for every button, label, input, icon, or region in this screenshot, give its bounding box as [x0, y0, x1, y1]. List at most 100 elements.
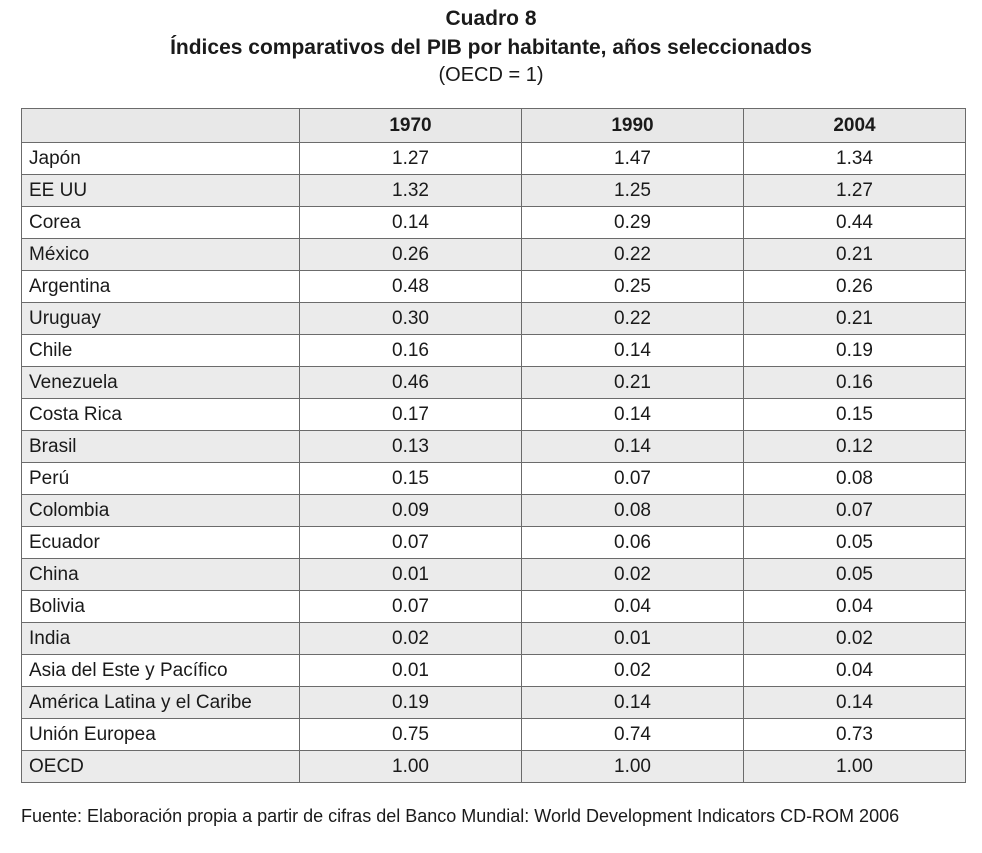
value-1970-cell: 0.07 — [299, 526, 522, 559]
value-1990-cell: 0.02 — [521, 654, 744, 687]
country-cell: Uruguay — [21, 302, 300, 335]
value-2004-cell: 0.12 — [743, 430, 966, 463]
header-1990: 1990 — [521, 108, 744, 143]
header-row: 1970 1990 2004 — [21, 108, 966, 143]
value-1970-cell: 0.46 — [299, 366, 522, 399]
table-row: Costa Rica 0.17 0.14 0.15 — [21, 398, 966, 431]
table-row: Brasil 0.13 0.14 0.12 — [21, 430, 966, 463]
value-1990-cell: 1.25 — [521, 174, 744, 207]
value-2004-cell: 0.73 — [743, 718, 966, 751]
value-2004-cell: 0.05 — [743, 526, 966, 559]
value-2004-cell: 0.19 — [743, 334, 966, 367]
value-1970-cell: 0.14 — [299, 206, 522, 239]
value-2004-cell: 0.14 — [743, 686, 966, 719]
table-row: América Latina y el Caribe 0.19 0.14 0.14 — [21, 686, 966, 719]
table-body: Japón 1.27 1.47 1.34 EE UU 1.32 1.25 1.27 Corea 0… — [21, 142, 966, 783]
value-2004-cell: 1.27 — [743, 174, 966, 207]
country-cell: OECD — [21, 750, 300, 783]
country-cell: EE UU — [21, 174, 300, 207]
value-2004-cell: 1.34 — [743, 142, 966, 175]
country-cell: América Latina y el Caribe — [21, 686, 300, 719]
country-cell: Perú — [21, 462, 300, 495]
value-1970-cell: 0.01 — [299, 654, 522, 687]
value-1970-cell: 0.19 — [299, 686, 522, 719]
country-cell: China — [21, 558, 300, 591]
country-cell: México — [21, 238, 300, 271]
table-title: Índices comparativos del PIB por habitan… — [170, 36, 812, 59]
value-2004-cell: 0.07 — [743, 494, 966, 527]
value-1990-cell: 0.06 — [521, 526, 744, 559]
value-1970-cell: 0.13 — [299, 430, 522, 463]
table-row: India 0.02 0.01 0.02 — [21, 622, 966, 655]
country-cell: Venezuela — [21, 366, 300, 399]
value-2004-cell: 0.44 — [743, 206, 966, 239]
table-row: Unión Europea 0.75 0.74 0.73 — [21, 718, 966, 751]
country-cell: Asia del Este y Pacífico — [21, 654, 300, 687]
table-row: Colombia 0.09 0.08 0.07 — [21, 494, 966, 527]
value-1990-cell: 0.08 — [521, 494, 744, 527]
value-1990-cell: 0.14 — [521, 430, 744, 463]
table-row: Venezuela 0.46 0.21 0.16 — [21, 366, 966, 399]
value-1970-cell: 0.30 — [299, 302, 522, 335]
value-1970-cell: 0.26 — [299, 238, 522, 271]
header-country — [21, 108, 300, 143]
value-1990-cell: 0.22 — [521, 238, 744, 271]
value-1970-cell: 1.00 — [299, 750, 522, 783]
value-2004-cell: 0.21 — [743, 302, 966, 335]
value-1990-cell: 0.22 — [521, 302, 744, 335]
header-2004: 2004 — [743, 108, 966, 143]
value-1990-cell: 1.00 — [521, 750, 744, 783]
value-1990-cell: 0.14 — [521, 686, 744, 719]
value-1970-cell: 0.17 — [299, 398, 522, 431]
header-1970: 1970 — [299, 108, 522, 143]
value-1990-cell: 0.25 — [521, 270, 744, 303]
value-1970-cell: 0.02 — [299, 622, 522, 655]
country-cell: Chile — [21, 334, 300, 367]
value-1970-cell: 0.07 — [299, 590, 522, 623]
table-row: OECD 1.00 1.00 1.00 — [21, 750, 966, 783]
country-cell: Unión Europea — [21, 718, 300, 751]
table-number: Cuadro 8 — [445, 7, 537, 30]
table-row: Perú 0.15 0.07 0.08 — [21, 462, 966, 495]
value-1990-cell: 0.14 — [521, 398, 744, 431]
value-1970-cell: 0.09 — [299, 494, 522, 527]
table-caption: Cuadro 8 Índices comparativos del PIB po… — [0, 4, 982, 89]
value-1970-cell: 1.27 — [299, 142, 522, 175]
value-1990-cell: 0.04 — [521, 590, 744, 623]
country-cell: Costa Rica — [21, 398, 300, 431]
country-cell: Brasil — [21, 430, 300, 463]
table-row: Chile 0.16 0.14 0.19 — [21, 334, 966, 367]
value-1970-cell: 0.01 — [299, 558, 522, 591]
value-1970-cell: 0.48 — [299, 270, 522, 303]
table-row: EE UU 1.32 1.25 1.27 — [21, 174, 966, 207]
country-cell: Colombia — [21, 494, 300, 527]
value-1970-cell: 0.75 — [299, 718, 522, 751]
value-1990-cell: 0.07 — [521, 462, 744, 495]
value-1990-cell: 0.21 — [521, 366, 744, 399]
value-1990-cell: 0.01 — [521, 622, 744, 655]
value-2004-cell: 1.00 — [743, 750, 966, 783]
source-note: Fuente: Elaboración propia a partir de c… — [21, 806, 900, 826]
table-row: Ecuador 0.07 0.06 0.05 — [21, 526, 966, 559]
table-row: México 0.26 0.22 0.21 — [21, 238, 966, 271]
value-1970-cell: 1.32 — [299, 174, 522, 207]
value-1970-cell: 0.15 — [299, 462, 522, 495]
table-row: Argentina 0.48 0.25 0.26 — [21, 270, 966, 303]
country-cell: Bolivia — [21, 590, 300, 623]
table-row: Asia del Este y Pacífico 0.01 0.02 0.04 — [21, 654, 966, 687]
value-1990-cell: 0.02 — [521, 558, 744, 591]
value-1970-cell: 0.16 — [299, 334, 522, 367]
country-cell: Ecuador — [21, 526, 300, 559]
value-2004-cell: 0.21 — [743, 238, 966, 271]
value-2004-cell: 0.04 — [743, 590, 966, 623]
table-row: China 0.01 0.02 0.05 — [21, 558, 966, 591]
country-cell: Corea — [21, 206, 300, 239]
country-cell: Japón — [21, 142, 300, 175]
value-2004-cell: 0.04 — [743, 654, 966, 687]
gdp-index-table: 1970 1990 2004 Japón 1.27 1.47 1.34 EE UU 1.3… — [21, 108, 966, 783]
value-1990-cell: 0.74 — [521, 718, 744, 751]
value-1990-cell: 0.14 — [521, 334, 744, 367]
value-2004-cell: 0.02 — [743, 622, 966, 655]
value-2004-cell: 0.05 — [743, 558, 966, 591]
table-row: Corea 0.14 0.29 0.44 — [21, 206, 966, 239]
